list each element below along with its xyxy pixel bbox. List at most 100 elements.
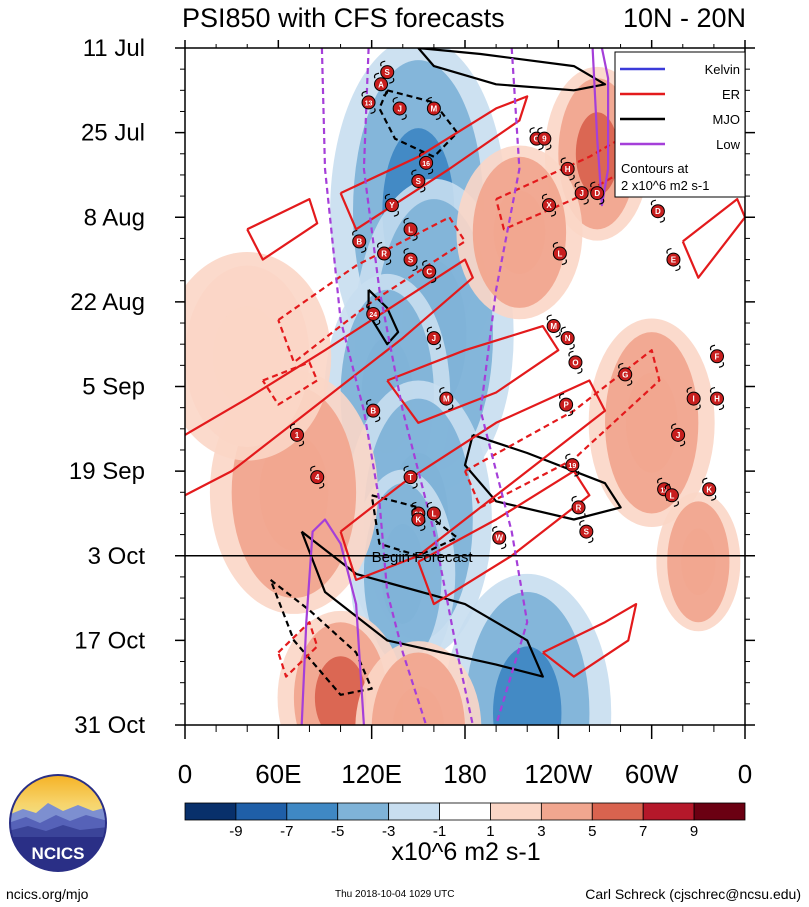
storm-swirl-4 — [426, 96, 441, 121]
region-label: 10N - 20N — [623, 3, 746, 33]
storm-label-35: P — [563, 401, 569, 410]
contour-low-23 — [300, 518, 365, 725]
storm-marker-3: J — [392, 96, 407, 121]
storm-swirl-8 — [403, 217, 418, 241]
storm-swirl-14 — [426, 326, 441, 350]
storm-dot-13 — [366, 306, 381, 321]
storm-marker-16: M — [439, 386, 454, 411]
storm-swirl-38 — [579, 519, 594, 544]
y-tick-label-1: 25 Jul — [81, 120, 145, 147]
contour-er-17 — [463, 349, 661, 509]
storm-dot-39 — [650, 204, 665, 219]
contour-lines — [185, 48, 745, 725]
footer-author: Carl Schreck (cjschrec@ncsu.edu) — [585, 886, 801, 902]
colorbar-swatch-4 — [388, 802, 440, 821]
storm-label-31: M — [550, 322, 557, 331]
storm-marker-34: G — [618, 362, 633, 387]
storm-marker-8: L — [403, 217, 418, 241]
storm-label-4: M — [431, 104, 438, 113]
x-tick-label-4: 120W — [524, 759, 592, 789]
storm-label-47: K — [706, 485, 712, 494]
storm-label-1: A — [378, 80, 384, 89]
storm-label-40: E — [671, 256, 677, 265]
storm-dot-2 — [361, 95, 376, 110]
storm-swirl-3 — [392, 96, 407, 121]
storm-dot-16 — [439, 391, 454, 406]
storm-marker-13: 24 — [366, 302, 381, 326]
storm-swirl-30 — [552, 241, 567, 266]
colorbar-swatch-6 — [490, 802, 542, 821]
storm-marker-9: B — [352, 229, 367, 254]
storm-dot-6 — [411, 173, 426, 188]
contour-er-9 — [386, 325, 560, 424]
storm-swirl-35 — [559, 393, 574, 417]
storm-marker-25: 9 — [537, 127, 552, 151]
storm-marker-22: L — [426, 501, 441, 526]
colorbar-swatch-0 — [184, 802, 237, 821]
storm-marker-14: J — [426, 326, 441, 350]
colorbar-tick-label-5: 1 — [486, 823, 494, 840]
contour-er-18 — [277, 621, 319, 678]
storm-dot-8 — [403, 222, 418, 237]
x-tick-label-0: 0 — [178, 759, 192, 789]
x-tick-label-6: 0 — [738, 759, 752, 789]
storm-label-44: J — [676, 431, 680, 440]
storm-label-3: J — [397, 104, 401, 113]
contour-low-21 — [362, 48, 474, 725]
storm-marker-21: K — [411, 507, 426, 532]
contour-mjo-2 — [463, 433, 622, 521]
storm-dot-15 — [366, 403, 381, 418]
storm-swirl-10 — [377, 241, 392, 266]
storm-marker-42: I — [686, 386, 701, 411]
storm-swirl-6 — [411, 169, 426, 193]
storm-label-29: X — [546, 201, 552, 210]
storm-label-39: D — [655, 207, 661, 216]
storm-label-25: 9 — [542, 135, 547, 144]
colorbar-swatch-7 — [540, 802, 593, 821]
storm-swirl-5 — [419, 151, 434, 175]
storm-marker-18: 4 — [310, 465, 325, 489]
storm-swirl-18 — [310, 465, 325, 489]
y-tick-label-5: 19 Sep — [69, 458, 145, 485]
contour-mjo-4 — [300, 530, 544, 678]
storm-dot-42 — [686, 391, 701, 406]
storm-marker-39: D — [650, 199, 665, 223]
storm-label-21: K — [415, 515, 421, 524]
x-tick-label-2: 120E — [341, 759, 402, 789]
storm-marker-32: N — [560, 326, 575, 350]
storm-dot-30 — [552, 246, 567, 261]
storm-dot-28 — [574, 186, 589, 201]
storm-dot-32 — [560, 331, 575, 346]
storm-dot-44 — [671, 427, 686, 442]
storm-marker-1: A — [373, 72, 389, 96]
storm-marker-12: C — [422, 260, 437, 284]
anomaly-band-core-5 — [493, 646, 562, 725]
storm-marker-5: 16 — [419, 151, 434, 175]
footer-url[interactable]: ncics.org/mjo — [6, 886, 89, 902]
y-tick-label-6: 3 Oct — [88, 543, 146, 570]
storm-swirl-29 — [541, 193, 557, 217]
storm-label-24: G — [533, 135, 539, 144]
storm-swirl-16 — [439, 386, 454, 411]
storm-swirl-13 — [366, 302, 381, 326]
storm-label-12: C — [426, 268, 432, 277]
legend-label-low: Low — [716, 137, 740, 152]
storm-dot-29 — [542, 198, 556, 213]
storm-dot-25 — [537, 131, 552, 146]
storm-marker-41: F — [709, 344, 725, 368]
storm-swirl-25 — [537, 127, 552, 151]
colorbar-tick-label-8: 7 — [639, 823, 647, 840]
storm-marker-44: J — [671, 423, 686, 447]
storm-swirl-23 — [492, 526, 507, 550]
storm-swirl-0 — [380, 60, 395, 84]
storm-label-30: L — [557, 250, 562, 259]
contour-mjo-0 — [417, 48, 607, 92]
contour-low-24 — [591, 48, 610, 207]
y-tick-label-7: 17 Oct — [74, 627, 145, 654]
storm-label-42: I — [693, 395, 695, 404]
anomaly-band-core-11 — [681, 528, 716, 596]
y-axis: 11 Jul 25 Jul 8 Aug 22 Aug 5 Sep 19 Sep 3 Oct 1… — [69, 35, 755, 739]
storm-label-27: D — [594, 189, 600, 198]
storm-swirl-43 — [709, 386, 725, 411]
storm-swirl-41 — [709, 344, 725, 368]
